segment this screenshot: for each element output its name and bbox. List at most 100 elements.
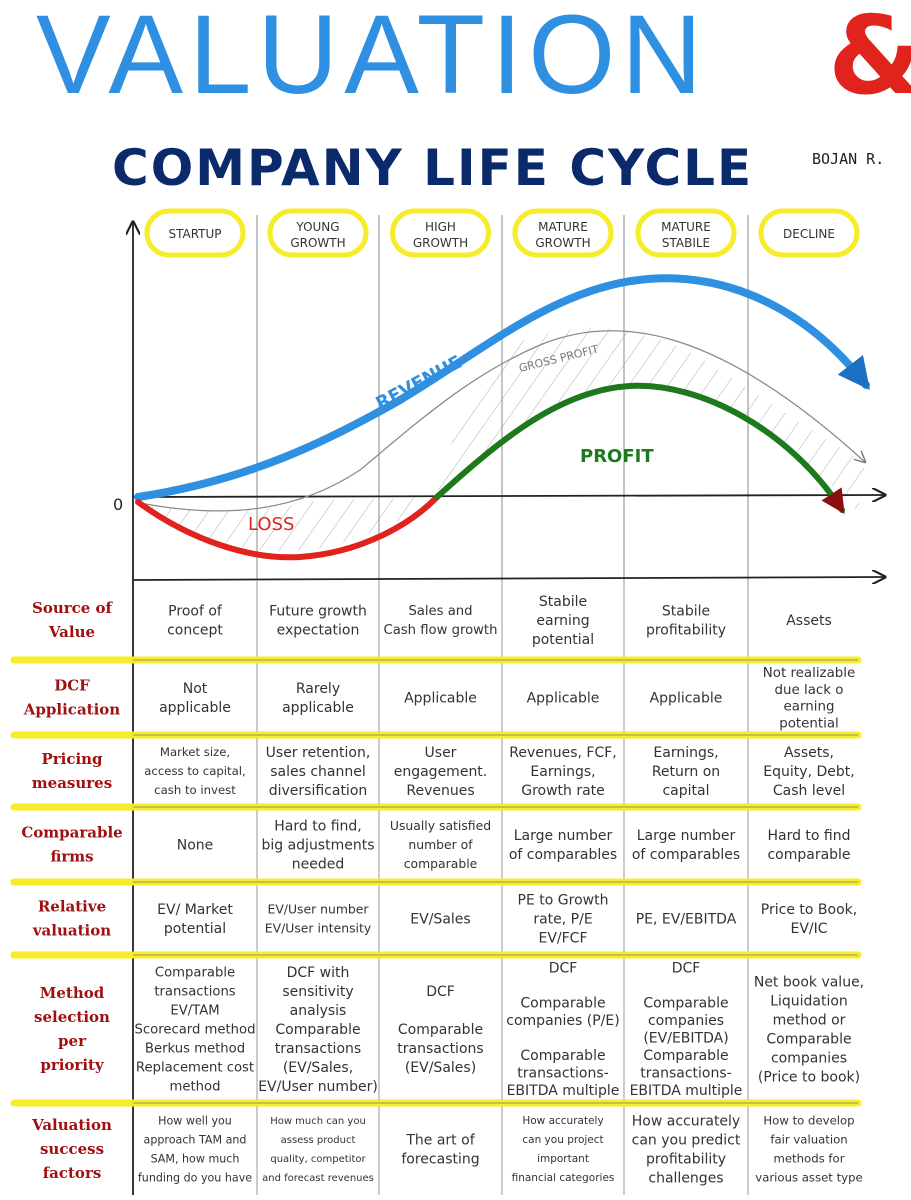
stage-label: GROWTH bbox=[535, 236, 590, 250]
table-cell: Applicable bbox=[404, 690, 477, 706]
table-cell: User retention, sales channel diversificat… bbox=[266, 745, 371, 799]
stage-label: YOUNG bbox=[295, 220, 339, 234]
cell-text: Earnings, bbox=[530, 764, 595, 780]
cell-text: various asset type bbox=[755, 1171, 862, 1185]
revenue-label: REVENUE bbox=[372, 352, 465, 415]
row-label: selection bbox=[34, 1008, 110, 1026]
cell-text: EV/User number) bbox=[258, 1079, 378, 1095]
cell-text: Comparable bbox=[643, 1048, 728, 1064]
table-cell: Future growth expectation bbox=[269, 603, 367, 638]
author-signature: BOJAN R. bbox=[812, 150, 885, 168]
row-label: firms bbox=[50, 848, 93, 866]
cell-text: Not bbox=[183, 681, 208, 697]
cell-text: Replacement cost bbox=[136, 1061, 254, 1076]
table-cell: The art of forecasting bbox=[401, 1132, 479, 1167]
cell-text: Hard to find, bbox=[274, 818, 362, 834]
ampersand: & bbox=[828, 2, 911, 112]
cell-text: EV/Sales bbox=[410, 911, 470, 927]
cell-text: EV/ Market bbox=[157, 902, 233, 918]
table-cell: EV/User number EV/User intensity bbox=[265, 901, 371, 935]
table-cell: DCF Comparable transactions (EV/Sales) bbox=[397, 984, 483, 1076]
cell-text: Earnings, bbox=[653, 745, 718, 761]
cell-text: DCF bbox=[672, 961, 701, 977]
cell-text: potential bbox=[164, 921, 226, 937]
page-subtitle: COMPANY LIFE CYCLE bbox=[112, 139, 754, 197]
stage-highlight bbox=[144, 208, 246, 258]
cell-text: of comparables bbox=[632, 847, 740, 863]
cell-text: method or bbox=[773, 1012, 846, 1028]
cell-text: Assets bbox=[786, 613, 832, 629]
row-label: Source of bbox=[32, 599, 114, 617]
cell-text: rate, P/E bbox=[533, 911, 592, 927]
row-label: Application bbox=[23, 701, 120, 719]
cell-text: Market size, bbox=[160, 745, 230, 759]
cell-text: Return on bbox=[652, 764, 720, 780]
row-label: Relative bbox=[38, 898, 106, 916]
table-cell: Comparable transactions EV/TAM Scorecard me… bbox=[135, 966, 256, 1095]
cell-text: How much can you bbox=[270, 1116, 366, 1127]
table-row: DCF Application Not applicable Rarely applica… bbox=[23, 666, 855, 731]
page-title: VALUATION bbox=[36, 0, 709, 117]
cell-text: earning bbox=[536, 613, 589, 629]
gross-profit-curve bbox=[139, 330, 865, 512]
cell-text: number of bbox=[408, 837, 473, 852]
cell-text: profitability bbox=[646, 622, 726, 638]
cell-text: can you project bbox=[522, 1134, 603, 1146]
cell-text: assess product bbox=[281, 1135, 356, 1146]
cell-text: of comparables bbox=[509, 847, 617, 863]
cell-text: comparable bbox=[404, 856, 478, 871]
row-label: per bbox=[58, 1032, 87, 1050]
x-axis-zero bbox=[132, 495, 885, 497]
table-row: Pricing measures Market size, access to cap… bbox=[32, 745, 855, 799]
cell-text: approach TAM and bbox=[144, 1133, 247, 1146]
cell-text: Large number bbox=[514, 828, 613, 844]
cell-text: EBITDA multiple bbox=[507, 1083, 620, 1099]
cell-text: Applicable bbox=[527, 690, 600, 706]
cell-text: Scorecard method bbox=[135, 1023, 256, 1038]
hatched-area-loss bbox=[140, 497, 437, 552]
cell-text: forecasting bbox=[401, 1151, 479, 1167]
cell-text: DCF with bbox=[287, 965, 350, 981]
cell-text: Rarely bbox=[296, 681, 340, 697]
cell-text: Comparable bbox=[275, 1022, 360, 1038]
cell-text: How accurately bbox=[522, 1115, 603, 1127]
table-cell: PE, EV/EBITDA bbox=[636, 911, 737, 927]
table-cell: Earnings, Return on capital bbox=[652, 745, 720, 799]
cell-text: Large number bbox=[637, 828, 736, 844]
cell-text: User bbox=[425, 745, 457, 761]
cell-text: EBITDA multiple bbox=[630, 1083, 743, 1099]
table-cell: How accurately can you project important fi… bbox=[512, 1115, 615, 1184]
cell-text: (EV/EBITDA) bbox=[643, 1031, 728, 1047]
cell-text: EV/User number bbox=[267, 901, 369, 916]
cell-text: cash to invest bbox=[154, 783, 236, 797]
cell-text: Stabile bbox=[662, 603, 710, 619]
zero-label: 0 bbox=[113, 495, 123, 514]
cell-text: applicable bbox=[282, 700, 354, 716]
cell-text: challenges bbox=[648, 1170, 723, 1186]
stage-label: MATURE bbox=[538, 220, 588, 234]
cell-text: Liquidation bbox=[770, 993, 848, 1009]
cell-text: and forecast revenues bbox=[262, 1173, 374, 1184]
stage-6: DECLINE bbox=[758, 208, 860, 258]
cell-text: quality, competitor bbox=[270, 1154, 366, 1165]
stage-highlight bbox=[267, 208, 369, 258]
table-cell: User engagement. Revenues bbox=[394, 745, 488, 799]
table-cell: Stabile earning potential bbox=[532, 594, 594, 648]
cell-text: Price to Book, bbox=[761, 902, 857, 918]
loss-curve bbox=[135, 494, 440, 561]
table-cell: Stabile profitability bbox=[646, 603, 726, 638]
cell-text: EV/FCF bbox=[538, 930, 587, 946]
cell-text: needed bbox=[292, 856, 345, 872]
table-cell: Price to Book, EV/IC bbox=[761, 902, 857, 937]
cell-text: Cash level bbox=[773, 783, 845, 799]
x-axis-bottom bbox=[132, 577, 885, 580]
profit-label: PROFIT bbox=[580, 446, 654, 467]
table-cell: How well you approach TAM and SAM, how muc… bbox=[138, 1114, 252, 1184]
row-label: DCF bbox=[54, 677, 90, 695]
table-cell: Assets bbox=[786, 613, 832, 629]
row-label: valuation bbox=[32, 922, 111, 940]
cell-text: EV/IC bbox=[790, 921, 827, 937]
stage-label: DECLINE bbox=[783, 227, 835, 241]
cell-text: transactions bbox=[397, 1041, 483, 1057]
table-cell: How much can you assess product quality, c… bbox=[262, 1116, 374, 1184]
